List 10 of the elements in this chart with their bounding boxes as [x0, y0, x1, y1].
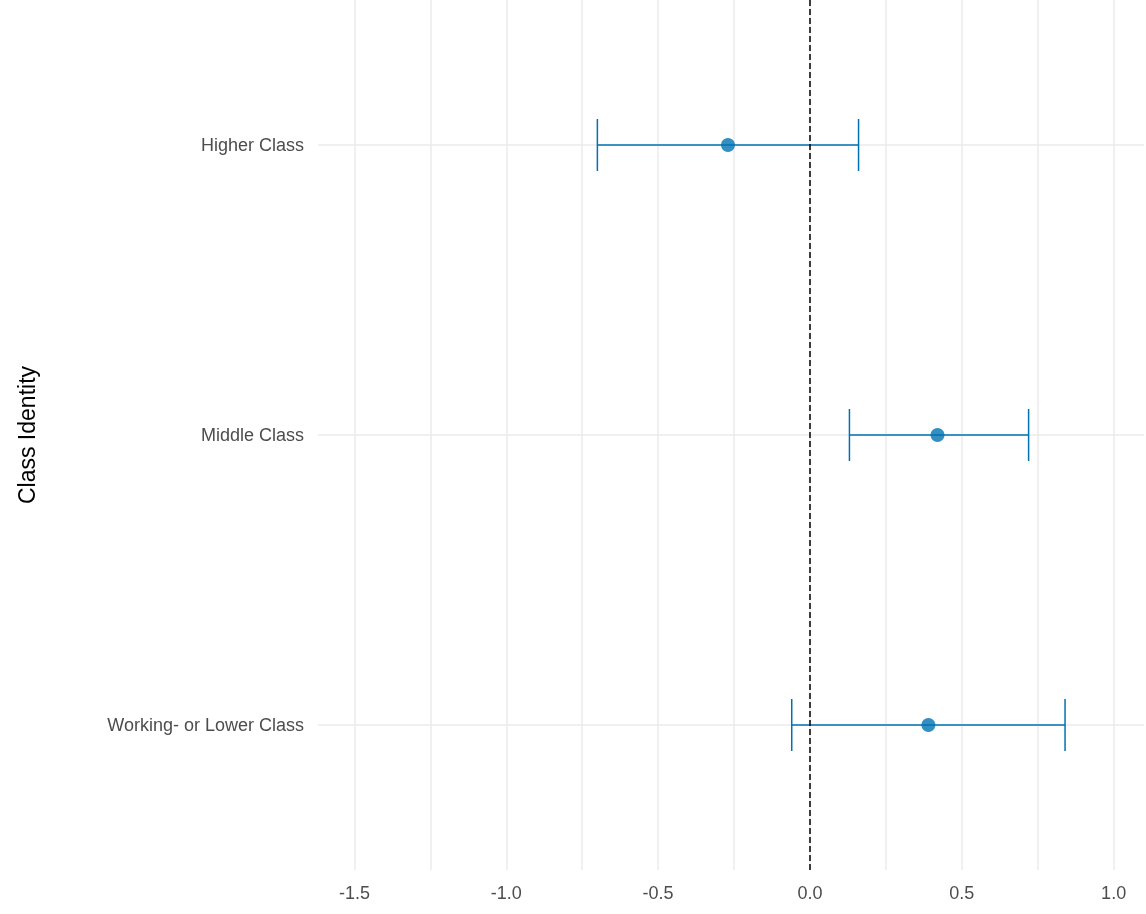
y-axis-title: Class Identity	[13, 365, 40, 505]
y-tick-label: Middle Class	[200, 425, 304, 445]
x-tick-label: 0.5	[949, 883, 975, 903]
x-tick-label: 0.0	[797, 883, 823, 903]
x-tick-label: -1.5	[338, 883, 370, 903]
y-tick-label: Higher Class	[200, 135, 304, 155]
x-tick-label: 1.0	[1101, 883, 1127, 903]
x-tick-label: -1.0	[490, 883, 522, 903]
y-tick-label: Working- or Lower Class	[107, 715, 304, 735]
x-tick-label: -0.5	[642, 883, 674, 903]
